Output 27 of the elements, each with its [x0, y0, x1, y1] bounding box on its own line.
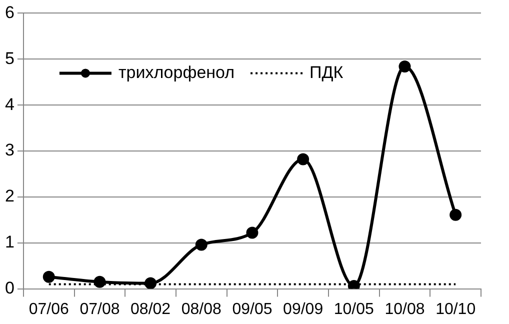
x-tick-label: 10/10 — [436, 300, 476, 318]
point — [348, 280, 360, 289]
point — [42, 270, 55, 283]
x-tick-label: 08/02 — [130, 300, 171, 318]
y-tick-label: 0 — [4, 278, 14, 298]
legend-label: ПДК — [310, 62, 344, 82]
y-tick-label: 3 — [4, 140, 14, 160]
x-tick-label: 09/05 — [232, 300, 272, 318]
x-tick-label: 08/08 — [181, 300, 222, 318]
point — [144, 277, 157, 289]
x-tick-label: 10/08 — [384, 300, 425, 318]
legend-label: трихлорфенол — [118, 62, 235, 82]
y-tick-label: 6 — [4, 2, 14, 22]
point — [195, 238, 208, 251]
x-tick-label: 09/09 — [283, 300, 324, 318]
x-tick-label: 07/08 — [80, 300, 120, 318]
point — [297, 153, 310, 166]
y-tick-label: 4 — [4, 94, 14, 114]
x-tick-label: 07/06 — [28, 300, 69, 318]
y-tick-label: 2 — [4, 186, 14, 206]
point — [94, 276, 106, 288]
point — [398, 60, 411, 72]
y-tick-label: 5 — [4, 48, 14, 68]
y-tick-label: 1 — [4, 232, 14, 252]
x-tick-label: 10/05 — [334, 300, 374, 318]
point — [450, 208, 462, 221]
point — [246, 226, 258, 239]
